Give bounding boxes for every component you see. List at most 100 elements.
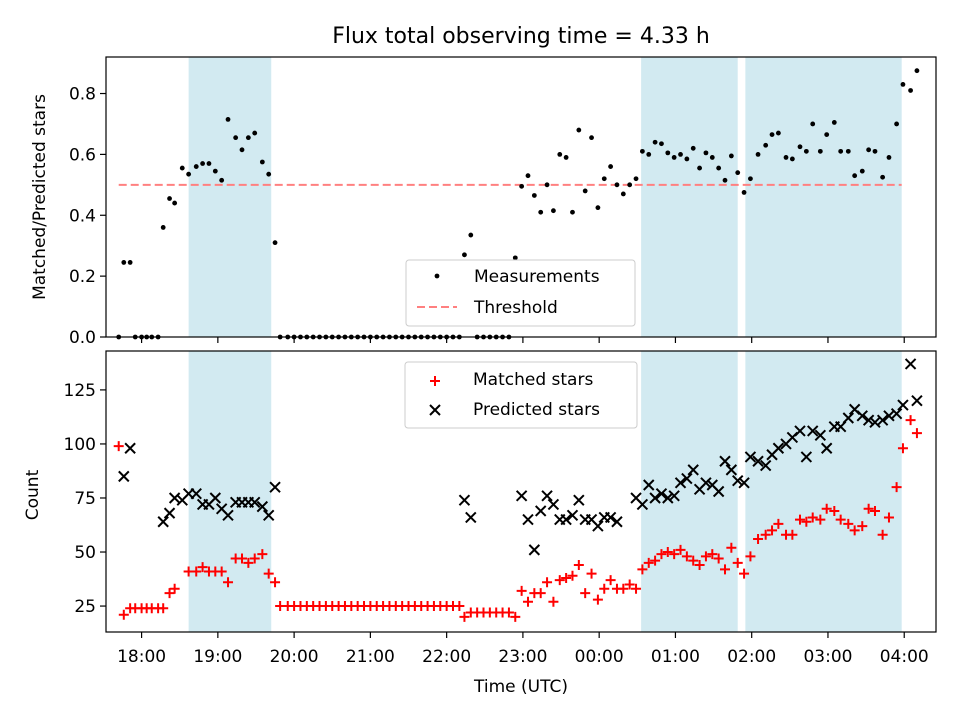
matched-marker xyxy=(911,428,922,439)
measurement-point xyxy=(728,153,734,159)
matched-marker xyxy=(270,577,281,588)
measurement-point xyxy=(789,156,795,162)
y-tick-label: 75 xyxy=(74,489,96,509)
y-tick-label: 0.8 xyxy=(69,85,96,105)
shaded-window xyxy=(745,57,902,337)
predicted-marker xyxy=(668,490,680,502)
matched-marker xyxy=(631,583,642,594)
y-tick-label: 0.2 xyxy=(69,267,96,287)
measurement-point xyxy=(838,148,844,154)
matched-marker xyxy=(745,551,756,562)
matched-marker xyxy=(643,557,654,568)
predicted-marker xyxy=(515,490,528,502)
predicted-marker xyxy=(876,414,889,426)
matched-marker xyxy=(905,415,916,426)
predicted-marker xyxy=(687,464,699,476)
measurement-point xyxy=(797,144,803,150)
predicted-marker xyxy=(712,485,725,498)
matched-marker xyxy=(857,521,868,532)
measurement-point xyxy=(620,191,626,197)
predicted-marker xyxy=(814,429,827,442)
matched-marker xyxy=(713,553,724,564)
chart-title: Flux total observing time = 4.33 h xyxy=(332,24,710,49)
legend-predicted-label: Predicted stars xyxy=(473,400,600,420)
x-tick-label: 21:00 xyxy=(346,647,395,667)
matched-marker xyxy=(618,583,629,594)
matched-marker xyxy=(592,594,603,605)
measurement-point xyxy=(462,252,467,258)
measurement-point xyxy=(866,147,872,153)
matched-marker xyxy=(522,596,533,607)
matched-marker xyxy=(688,555,699,566)
measurement-point xyxy=(127,260,133,265)
legend-matched-label: Matched stars xyxy=(473,370,593,390)
matched-marker xyxy=(454,601,465,612)
matched-marker xyxy=(169,583,180,594)
measurement-point xyxy=(212,168,218,174)
x-tick-label: 20:00 xyxy=(270,647,319,667)
top-y-axis-label: Matched/Predicted stars xyxy=(30,94,50,300)
matched-marker xyxy=(787,529,798,540)
bottom-panel: 25 50 75 100 125 18:00 19:00 20:00 21:00 22:00 23:… xyxy=(64,350,937,667)
matched-marker xyxy=(807,512,818,523)
measurement-point xyxy=(219,177,225,183)
measurement-point xyxy=(252,130,258,136)
matched-marker xyxy=(535,588,546,599)
measurement-point xyxy=(803,148,809,154)
matched-marker xyxy=(732,557,743,568)
matched-marker xyxy=(650,555,661,566)
measurement-point xyxy=(570,209,575,215)
predicted-marker xyxy=(124,442,136,454)
measurement-point xyxy=(167,196,172,201)
measurement-point xyxy=(563,155,569,160)
predicted-marker xyxy=(719,455,731,467)
predicted-marker xyxy=(700,477,712,489)
x-tick-label: 18:00 xyxy=(117,647,166,667)
measurement-point xyxy=(697,165,702,171)
measurement-point xyxy=(239,147,245,153)
predicted-marker xyxy=(890,407,903,420)
predicted-marker xyxy=(681,472,693,485)
measurement-point xyxy=(914,68,920,74)
y-tick-label: 50 xyxy=(74,543,96,563)
predicted-marker xyxy=(800,451,813,463)
measurement-point xyxy=(690,145,696,151)
measurement-point xyxy=(748,176,753,182)
predicted-marker xyxy=(566,509,579,521)
top-plot-frame xyxy=(105,56,937,338)
shaded-window xyxy=(188,351,272,632)
predicted-marker xyxy=(759,459,772,472)
matched-marker xyxy=(243,557,254,568)
shaded-window xyxy=(641,57,738,337)
matched-marker xyxy=(662,547,673,558)
matched-marker xyxy=(580,588,591,599)
legend-measurements-label: Measurements xyxy=(474,267,600,287)
matched-marker xyxy=(624,579,635,590)
predicted-marker xyxy=(541,490,553,502)
matched-marker xyxy=(503,607,514,618)
measurement-point xyxy=(193,164,199,169)
matched-marker xyxy=(573,559,584,570)
shaded-window xyxy=(745,351,902,632)
matched-marker xyxy=(883,512,894,523)
top-panel: 0.0 0.2 0.4 0.6 0.8 Measurements Threshold xyxy=(69,56,937,348)
predicted-marker xyxy=(643,479,655,491)
measurement-point xyxy=(709,155,715,160)
measurement-point xyxy=(468,232,474,238)
matched-marker xyxy=(773,518,784,529)
matched-marker xyxy=(694,559,705,570)
measurement-point xyxy=(741,190,747,195)
predicted-marker xyxy=(842,412,855,424)
predicted-marker xyxy=(190,487,202,500)
matched-marker xyxy=(542,577,553,588)
measurement-point xyxy=(684,156,690,162)
matched-marker xyxy=(753,534,764,545)
measurement-point xyxy=(272,240,278,246)
shaded-window xyxy=(188,57,272,337)
measurement-point xyxy=(589,135,594,141)
bottom-plot-frame xyxy=(105,350,937,633)
predicted-marker xyxy=(465,511,477,524)
measurement-point xyxy=(775,130,781,136)
matched-marker xyxy=(554,575,565,586)
measurement-point xyxy=(551,208,556,214)
